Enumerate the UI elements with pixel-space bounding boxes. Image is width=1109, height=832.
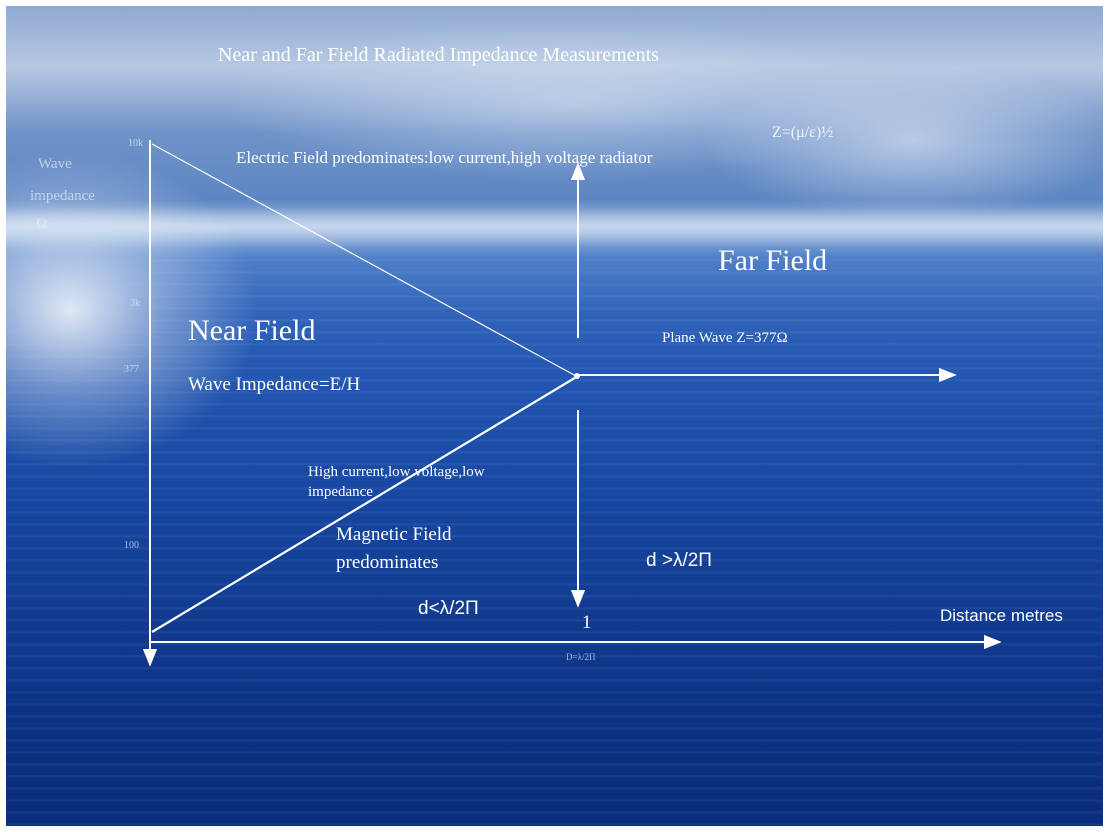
- near-field-condition: d<λ/2Π: [418, 598, 479, 619]
- magnetic-field-impedance-line: [151, 375, 579, 633]
- plane-wave-label: Plane Wave Z=377Ω: [662, 330, 788, 346]
- magnetic-note-line2: impedance: [308, 484, 373, 500]
- magnetic-note-line1: High current,low voltage,low: [308, 464, 485, 480]
- cloud: [700, 60, 1109, 220]
- wave-impedance-label: Wave Impedance=E/H: [188, 374, 361, 395]
- sea-ripples: [0, 250, 1109, 832]
- electric-field-note: Electric Field predominates:low current,…: [236, 148, 653, 167]
- magnetic-field-line2: predominates: [336, 552, 439, 573]
- boundary-label: D=λ/2Π: [566, 652, 596, 662]
- slide-title: Near and Far Field Radiated Impedance Me…: [218, 44, 659, 66]
- electric-field-impedance-line: [151, 143, 577, 377]
- y-tick-100: 100: [124, 540, 139, 551]
- far-field-condition: d >λ/2Π: [646, 550, 713, 571]
- boundary-point: [574, 373, 580, 379]
- x-axis-label: Distance metres: [940, 606, 1063, 625]
- y-tick-3k: 3k: [130, 298, 140, 309]
- horizon-glow: [0, 208, 1109, 248]
- y-axis-label-unit: Ω: [36, 216, 48, 232]
- near-field-label: Near Field: [188, 314, 316, 347]
- impedance-formula: Z=(μ/ε)½: [772, 124, 834, 141]
- far-field-label: Far Field: [718, 244, 828, 277]
- boundary-value: 1: [582, 612, 592, 633]
- y-tick-377: 377: [124, 364, 139, 375]
- y-tick-10k: 10k: [128, 138, 143, 149]
- y-axis-label-line1: Wave: [38, 156, 72, 172]
- magnetic-field-line1: Magnetic Field: [336, 524, 452, 545]
- y-axis-label-line2: impedance: [30, 188, 95, 204]
